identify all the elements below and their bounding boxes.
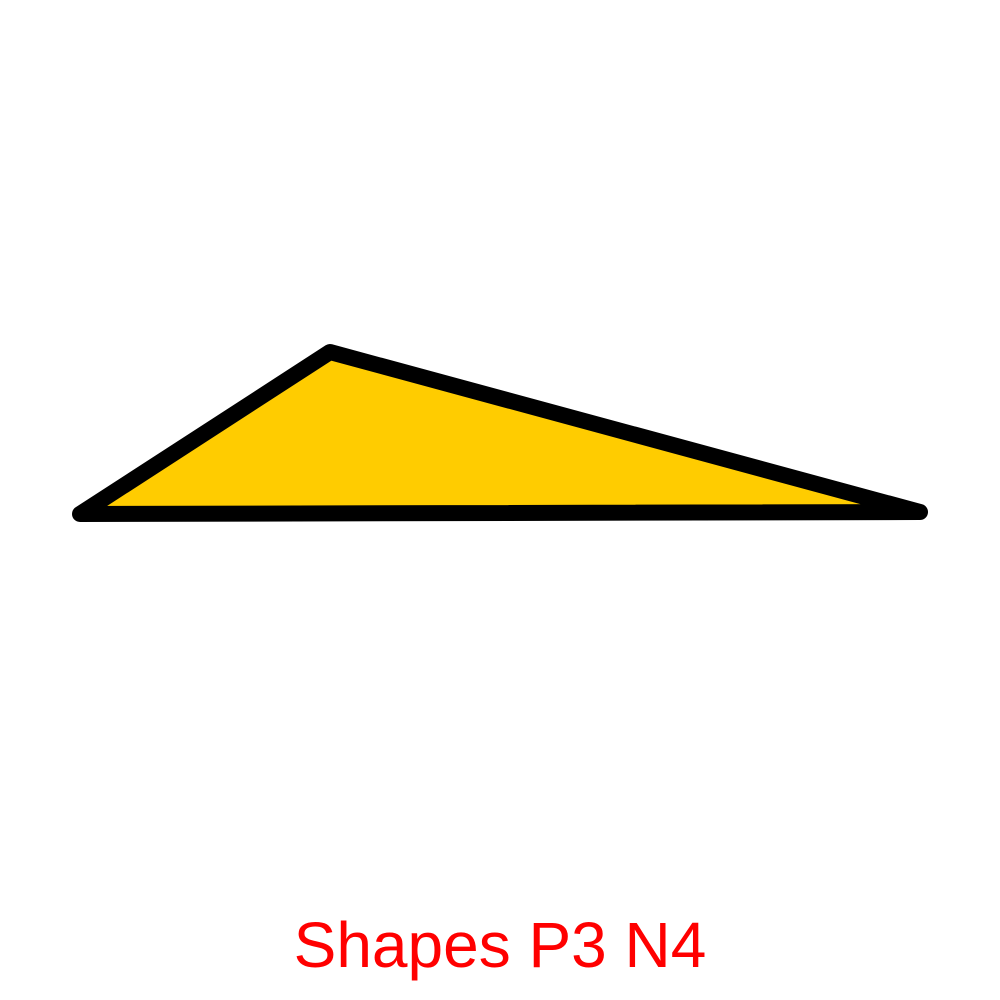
triangle-shape [72, 344, 928, 522]
caption-label: Shapes P3 N4 [293, 909, 707, 981]
